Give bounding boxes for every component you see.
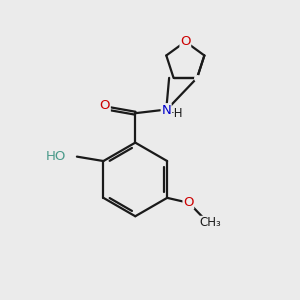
Text: N: N	[161, 104, 171, 117]
Text: HO: HO	[46, 149, 67, 163]
Text: ·H: ·H	[170, 107, 183, 120]
Text: O: O	[183, 196, 194, 209]
Text: CH₃: CH₃	[200, 216, 222, 230]
Text: O: O	[180, 35, 190, 48]
Text: O: O	[100, 99, 110, 112]
